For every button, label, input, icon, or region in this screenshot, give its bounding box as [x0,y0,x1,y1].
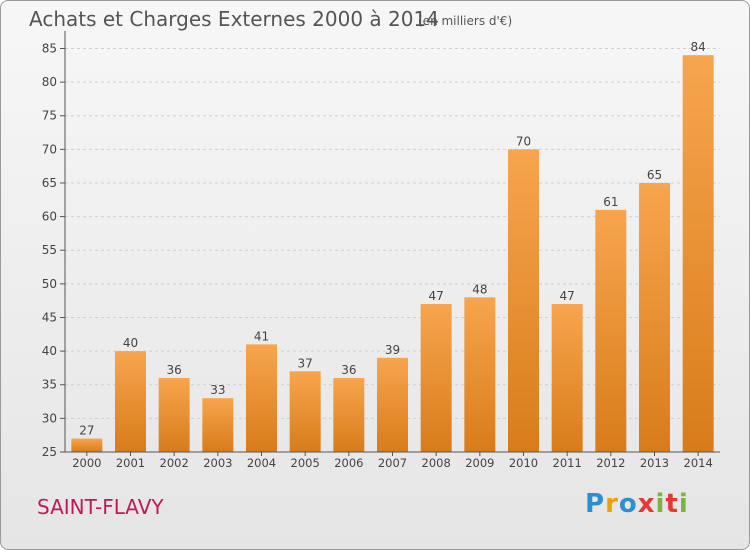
bar [639,182,670,452]
data-label: 39 [385,343,400,357]
data-label: 36 [167,363,182,377]
data-label: 65 [647,168,662,182]
data-label: 27 [79,424,94,438]
bar [289,371,321,452]
y-tick-label: 45 [42,310,57,324]
bar [551,304,583,452]
bar [595,209,627,452]
bar [682,55,714,452]
x-tick-label: 2003 [203,456,232,470]
data-label: 40 [123,336,138,350]
bar [71,438,103,452]
bar [464,297,496,452]
x-tick-label: 2007 [378,456,407,470]
y-tick-label: 80 [42,75,57,89]
data-label: 61 [603,195,618,209]
x-tick-label: 2002 [160,456,189,470]
y-tick-label: 40 [42,344,57,358]
y-tick-label: 30 [42,411,57,425]
x-tick-label: 2012 [596,456,625,470]
x-tick-label: 2008 [422,456,451,470]
y-tick-label: 75 [42,109,57,123]
chart-title: Achats et Charges Externes 2000 à 2014 [29,7,439,31]
data-label: 47 [560,289,575,303]
y-tick-label: 55 [42,243,57,257]
x-tick-label: 2001 [116,456,145,470]
chart-unit: (en milliers d'€) [418,14,513,28]
x-tick-label: 2014 [684,456,713,470]
x-tick-label: 2005 [291,456,320,470]
data-label: 41 [254,329,269,343]
bar [246,344,277,452]
data-label: 47 [429,289,444,303]
x-tick-label: 2011 [553,456,582,470]
bar [115,351,146,452]
bar [158,378,190,452]
y-tick-label: 70 [42,142,57,156]
x-tick-label: 2000 [72,456,101,470]
data-label: 48 [472,282,487,296]
y-tick-label: 35 [42,378,57,392]
y-tick-label: 50 [42,277,57,291]
bar [202,398,234,452]
bar [508,149,539,452]
y-tick-label: 60 [42,210,57,224]
data-label: 33 [210,383,225,397]
x-tick-label: 2009 [465,456,494,470]
data-label: 70 [516,134,531,148]
data-label: 37 [298,356,313,370]
data-label: 36 [341,363,356,377]
x-tick-label: 2013 [640,456,669,470]
place-name: SAINT-FLAVY [37,495,164,519]
x-tick-label: 2004 [247,456,276,470]
bar [377,357,408,452]
y-tick-label: 85 [42,41,57,55]
y-tick-label: 25 [42,445,57,459]
proxiti-logo: Proxiti [585,489,689,519]
data-label: 84 [691,40,706,54]
bar [420,304,452,452]
bar [333,378,365,452]
x-tick-label: 2006 [334,456,363,470]
x-tick-label: 2010 [509,456,538,470]
y-tick-label: 65 [42,176,57,190]
